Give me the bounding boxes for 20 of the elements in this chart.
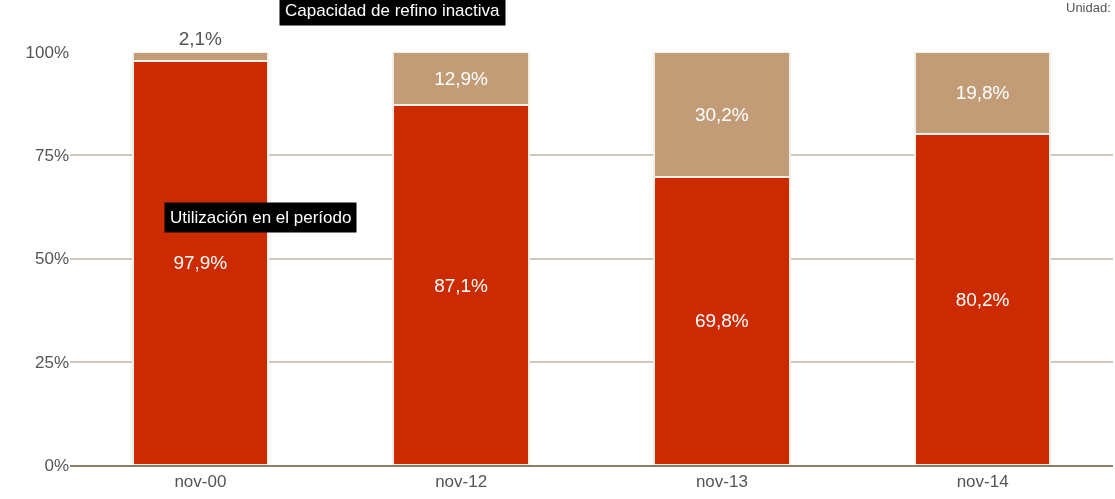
series-label: Capacidad de refino inactiva — [285, 1, 501, 20]
x-tick-label: nov-00 — [174, 472, 227, 492]
data-label: 87,1% — [434, 274, 489, 296]
data-label: 19,8% — [955, 82, 1010, 104]
y-tick-label: 25% — [34, 352, 69, 372]
y-tick-label: 50% — [34, 249, 69, 269]
x-tick-label: nov-12 — [435, 472, 488, 492]
data-label: 12,9% — [434, 68, 489, 90]
y-tick-label: 100% — [25, 42, 69, 62]
text: Unidad: — [1066, 0, 1111, 15]
x-tick-label: nov-13 — [695, 472, 748, 492]
data-label: 80,2% — [955, 288, 1010, 310]
y-tick-label: 75% — [34, 146, 69, 166]
x-tick-label: nov-14 — [956, 472, 1009, 492]
y-tick-label: 0% — [44, 455, 69, 475]
series-label: Utilización en el período — [170, 208, 352, 227]
data-label: 97,9% — [173, 252, 228, 274]
data-label: 30,2% — [694, 103, 749, 125]
data-label: 69,8% — [694, 310, 749, 332]
data-label: 2,1% — [178, 28, 223, 49]
